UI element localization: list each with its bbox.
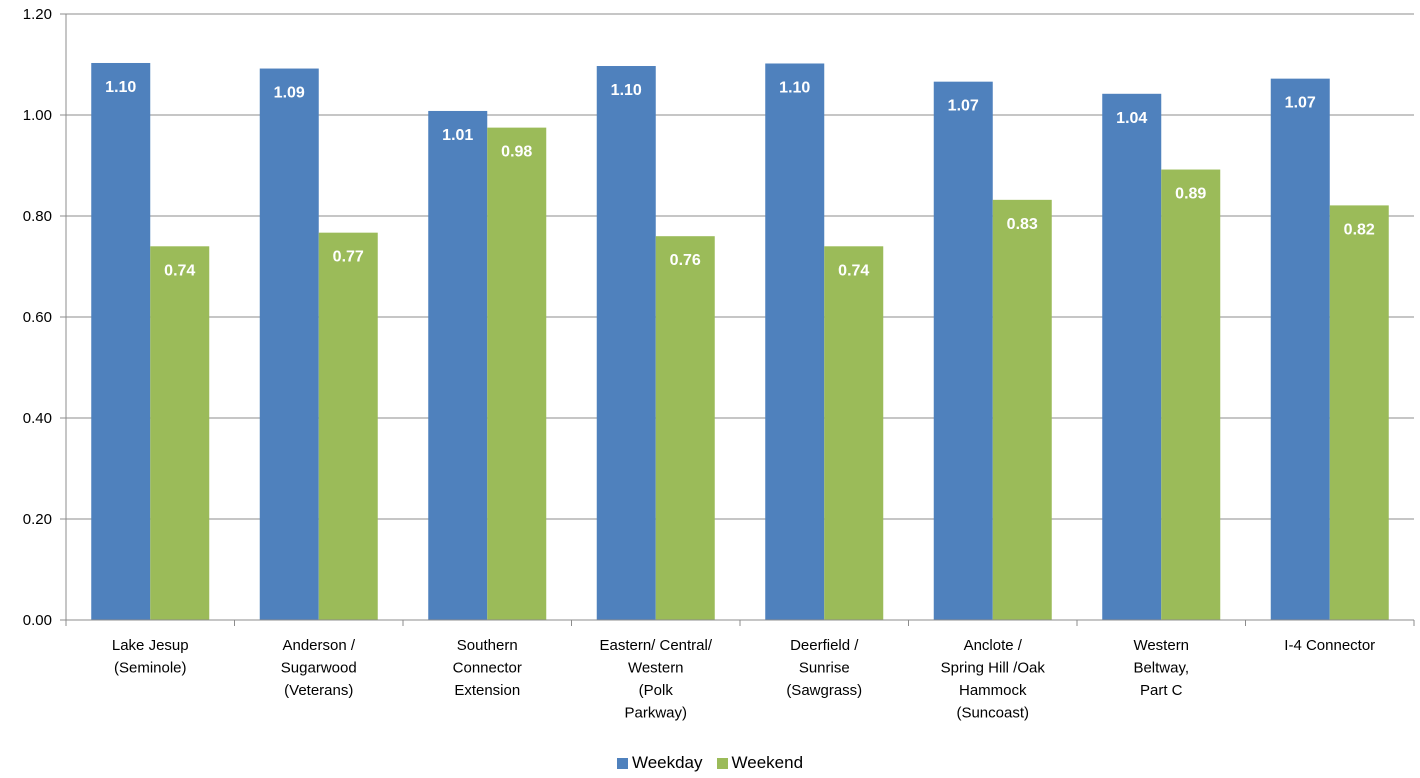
bar-weekday — [428, 110, 488, 621]
bar-weekday — [596, 66, 656, 620]
category-label-line: Part C — [1140, 682, 1183, 699]
category-label-line: I-4 Connector — [1284, 637, 1375, 654]
legend: Weekday Weekend — [0, 748, 1420, 778]
category-label-line: Western — [628, 660, 684, 677]
data-label-weekend: 0.74 — [838, 262, 869, 279]
category-label: Anclote / Spring Hill /Oak Hammock (Suncoas… — [941, 637, 1046, 722]
category-label-line: Spring Hill /Oak — [941, 660, 1046, 677]
category-label-line: (Suncoast) — [956, 705, 1029, 722]
data-label-weekend: 0.98 — [501, 144, 532, 161]
bar-weekday — [91, 62, 151, 621]
category-label-line: Southern — [457, 637, 518, 654]
category-label: Southern Connector Extension — [453, 637, 522, 699]
category-label-line: Extension — [454, 682, 520, 699]
data-label-weekday: 1.10 — [105, 79, 136, 96]
y-tick-label: 0.40 — [23, 410, 52, 427]
x-axis: Lake Jesup (Seminole) Anderson / Sugarwood (… — [65, 619, 1415, 722]
data-label-weekday: 1.09 — [274, 85, 305, 102]
y-tick-label: 1.20 — [23, 6, 52, 23]
category-label: I-4 Connector — [1284, 637, 1375, 654]
y-axis: 0.00 0.20 0.40 0.60 0.80 1.00 1.20 — [23, 6, 67, 629]
data-label-weekday: 1.07 — [948, 98, 979, 115]
category-label-line: Anclote / — [964, 637, 1023, 654]
bar-weekday — [765, 63, 825, 621]
category-label-line: Beltway, — [1133, 660, 1189, 677]
y-tick-label: 0.80 — [23, 208, 52, 225]
category-label-line: Parkway) — [624, 705, 687, 722]
data-label-weekend: 0.82 — [1344, 221, 1375, 238]
data-label-weekend: 0.83 — [1007, 216, 1038, 233]
data-label-weekday: 1.01 — [442, 127, 473, 144]
bar-weekday — [1270, 78, 1330, 620]
data-label-weekday: 1.07 — [1285, 95, 1316, 112]
category-label: Anderson / Sugarwood (Veterans) — [281, 637, 357, 699]
bar-chart: 0.00 0.20 0.40 0.60 0.80 1.00 1.20 1.10 1.09 1.0… — [23, 6, 1415, 722]
y-tick-label: 0.20 — [23, 511, 52, 528]
y-tick-label: 0.00 — [23, 612, 52, 629]
category-label-line: Western — [1133, 637, 1189, 654]
category-label-line: Deerfield / — [790, 637, 859, 654]
bar-weekday — [933, 81, 993, 621]
category-label-line: (Sawgrass) — [786, 682, 862, 699]
y-tick-label: 1.00 — [23, 107, 52, 124]
category-label-line: (Veterans) — [284, 682, 353, 699]
category-label: Deerfield / Sunrise (Sawgrass) — [786, 637, 862, 699]
legend-item-weekend: Weekend — [716, 753, 804, 773]
data-label-weekend: 0.74 — [164, 262, 195, 279]
category-label-line: Lake Jesup — [112, 637, 189, 654]
bar-weekend — [318, 232, 378, 621]
bar-weekday — [259, 68, 319, 621]
category-label-line: Sunrise — [799, 660, 850, 677]
legend-label-weekday: Weekday — [631, 753, 703, 772]
category-label-line: Hammock — [959, 682, 1027, 699]
data-label-weekday: 1.04 — [1116, 110, 1147, 127]
legend-swatch-weekend — [716, 757, 728, 769]
category-label-line: Eastern/ Central/ — [599, 637, 712, 654]
bars: 1.10 1.09 1.01 1.10 1.10 1.07 1.04 1.07 0.74 0.77… — [91, 62, 1389, 621]
bar-weekday — [1102, 93, 1162, 621]
data-label-weekend: 0.89 — [1175, 186, 1206, 203]
category-label: Lake Jesup (Seminole) — [112, 637, 189, 677]
category-label-line: Connector — [453, 660, 522, 677]
bar-weekend — [1329, 205, 1389, 620]
y-tick-label: 0.60 — [23, 309, 52, 326]
bar-weekend — [655, 236, 715, 620]
bar-weekend — [150, 246, 210, 621]
data-label-weekend: 0.76 — [670, 252, 701, 269]
data-label-weekend: 0.77 — [333, 249, 364, 266]
legend-item-weekday: Weekday — [616, 753, 703, 773]
category-label: Eastern/ Central/Western (Polk Parkway) — [599, 637, 712, 722]
category-label-line: Sugarwood — [281, 660, 357, 677]
category-label-line: (Polk — [639, 682, 674, 699]
bar-weekend — [992, 199, 1052, 620]
bar-weekend — [1161, 169, 1221, 621]
category-label-line: (Seminole) — [114, 660, 187, 677]
category-label: Western Beltway, Part C — [1133, 637, 1189, 699]
legend-label-weekend: Weekend — [731, 753, 804, 772]
category-label-line: Anderson / — [282, 637, 355, 654]
bar-weekend — [824, 246, 884, 621]
bar-weekend — [487, 127, 547, 620]
data-label-weekday: 1.10 — [611, 82, 642, 99]
legend-swatch-weekday — [616, 757, 628, 769]
data-label-weekday: 1.10 — [779, 79, 810, 96]
